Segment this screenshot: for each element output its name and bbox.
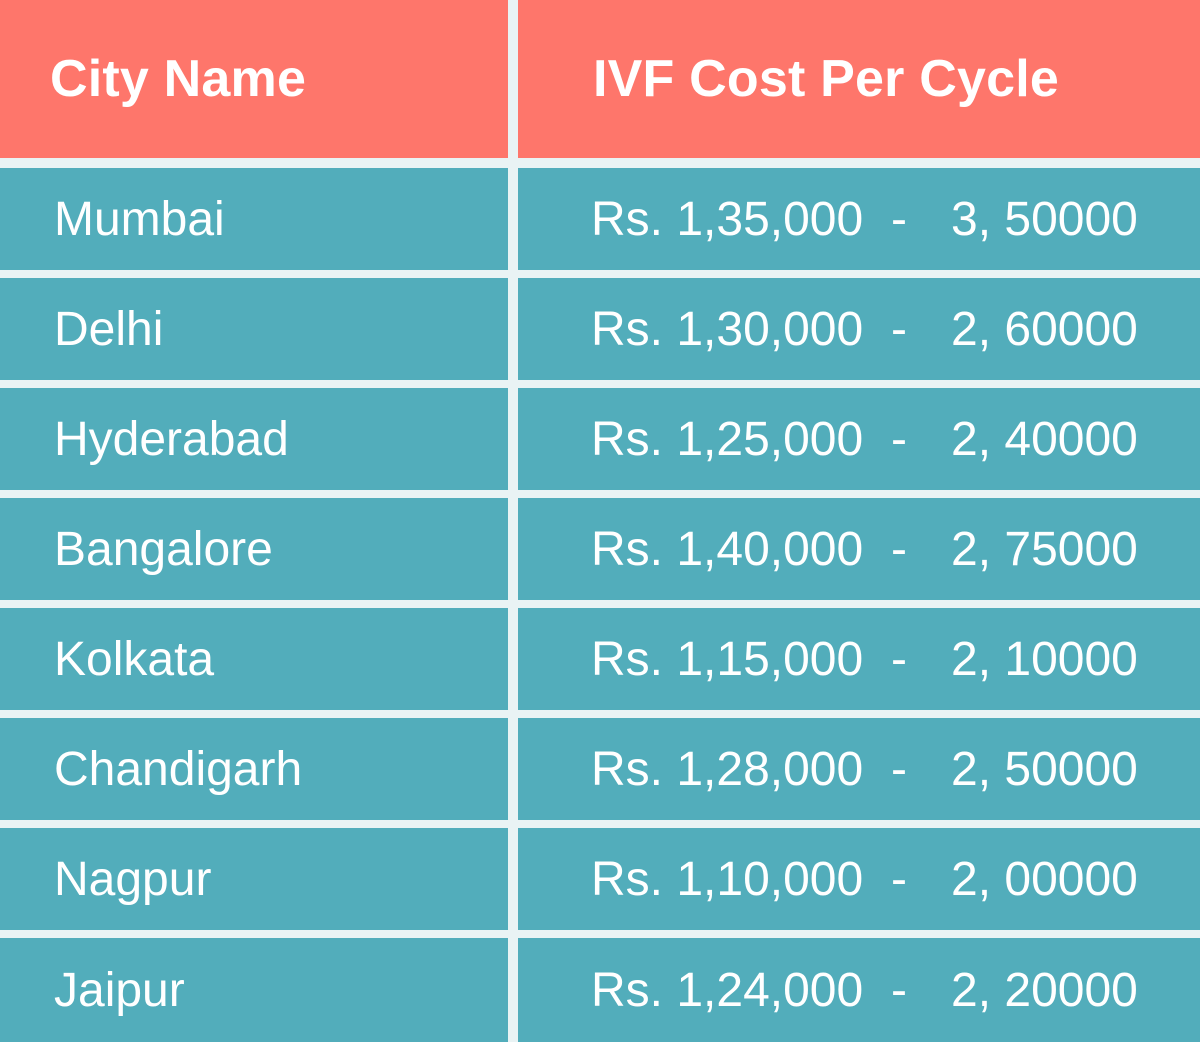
city-cell: Mumbai — [0, 168, 508, 270]
cost-low: Rs. 1,10,000 — [591, 852, 864, 906]
cost-high: 2, 60000 — [951, 302, 1138, 356]
cost-cell: Rs. 1,15,000 - 2, 10000 — [518, 608, 1200, 710]
cost-cell: Rs. 1,25,000 - 2, 40000 — [518, 388, 1200, 490]
cost-high: 2, 10000 — [951, 632, 1138, 686]
cost-separator: - — [891, 192, 907, 246]
header-city-name: City Name — [0, 0, 508, 158]
cost-low: Rs. 1,35,000 — [591, 192, 864, 246]
city-cell: Bangalore — [0, 498, 508, 600]
table-header-row: City Name IVF Cost Per Cycle — [0, 0, 1200, 158]
cost-cell: Rs. 1,40,000 - 2, 75000 — [518, 498, 1200, 600]
cost-separator: - — [891, 963, 907, 1017]
cost-cell: Rs. 1,30,000 - 2, 60000 — [518, 278, 1200, 380]
cost-cell: Rs. 1,24,000 - 2, 20000 — [518, 938, 1200, 1042]
cost-cell: Rs. 1,28,000 - 2, 50000 — [518, 718, 1200, 820]
cost-separator: - — [891, 522, 907, 576]
table-row: Mumbai Rs. 1,35,000 - 3, 50000 — [0, 168, 1200, 270]
city-cell: Nagpur — [0, 828, 508, 930]
cost-high: 3, 50000 — [951, 192, 1138, 246]
cost-separator: - — [891, 742, 907, 796]
cost-low: Rs. 1,24,000 — [591, 963, 864, 1017]
header-ivf-cost: IVF Cost Per Cycle — [518, 0, 1200, 158]
cost-high: 2, 75000 — [951, 522, 1138, 576]
table-row: Hyderabad Rs. 1,25,000 - 2, 40000 — [0, 388, 1200, 490]
city-cell: Delhi — [0, 278, 508, 380]
table-row: Bangalore Rs. 1,40,000 - 2, 75000 — [0, 498, 1200, 600]
cost-cell: Rs. 1,10,000 - 2, 00000 — [518, 828, 1200, 930]
cost-low: Rs. 1,15,000 — [591, 632, 864, 686]
cost-high: 2, 50000 — [951, 742, 1138, 796]
cost-separator: - — [891, 632, 907, 686]
cost-low: Rs. 1,40,000 — [591, 522, 864, 576]
cost-high: 2, 00000 — [951, 852, 1138, 906]
cost-separator: - — [891, 302, 907, 356]
cost-low: Rs. 1,28,000 — [591, 742, 864, 796]
city-cell: Kolkata — [0, 608, 508, 710]
table-row: Jaipur Rs. 1,24,000 - 2, 20000 — [0, 938, 1200, 1042]
city-cell: Chandigarh — [0, 718, 508, 820]
table-row: Chandigarh Rs. 1,28,000 - 2, 50000 — [0, 718, 1200, 820]
cost-separator: - — [891, 852, 907, 906]
cost-low: Rs. 1,30,000 — [591, 302, 864, 356]
table-row: Nagpur Rs. 1,10,000 - 2, 00000 — [0, 828, 1200, 930]
cost-separator: - — [891, 412, 907, 466]
city-cell: Jaipur — [0, 938, 508, 1042]
cost-high: 2, 40000 — [951, 412, 1138, 466]
table-row: Delhi Rs. 1,30,000 - 2, 60000 — [0, 278, 1200, 380]
cost-low: Rs. 1,25,000 — [591, 412, 864, 466]
cost-cell: Rs. 1,35,000 - 3, 50000 — [518, 168, 1200, 270]
table-row: Kolkata Rs. 1,15,000 - 2, 10000 — [0, 608, 1200, 710]
cost-high: 2, 20000 — [951, 963, 1138, 1017]
city-cell: Hyderabad — [0, 388, 508, 490]
